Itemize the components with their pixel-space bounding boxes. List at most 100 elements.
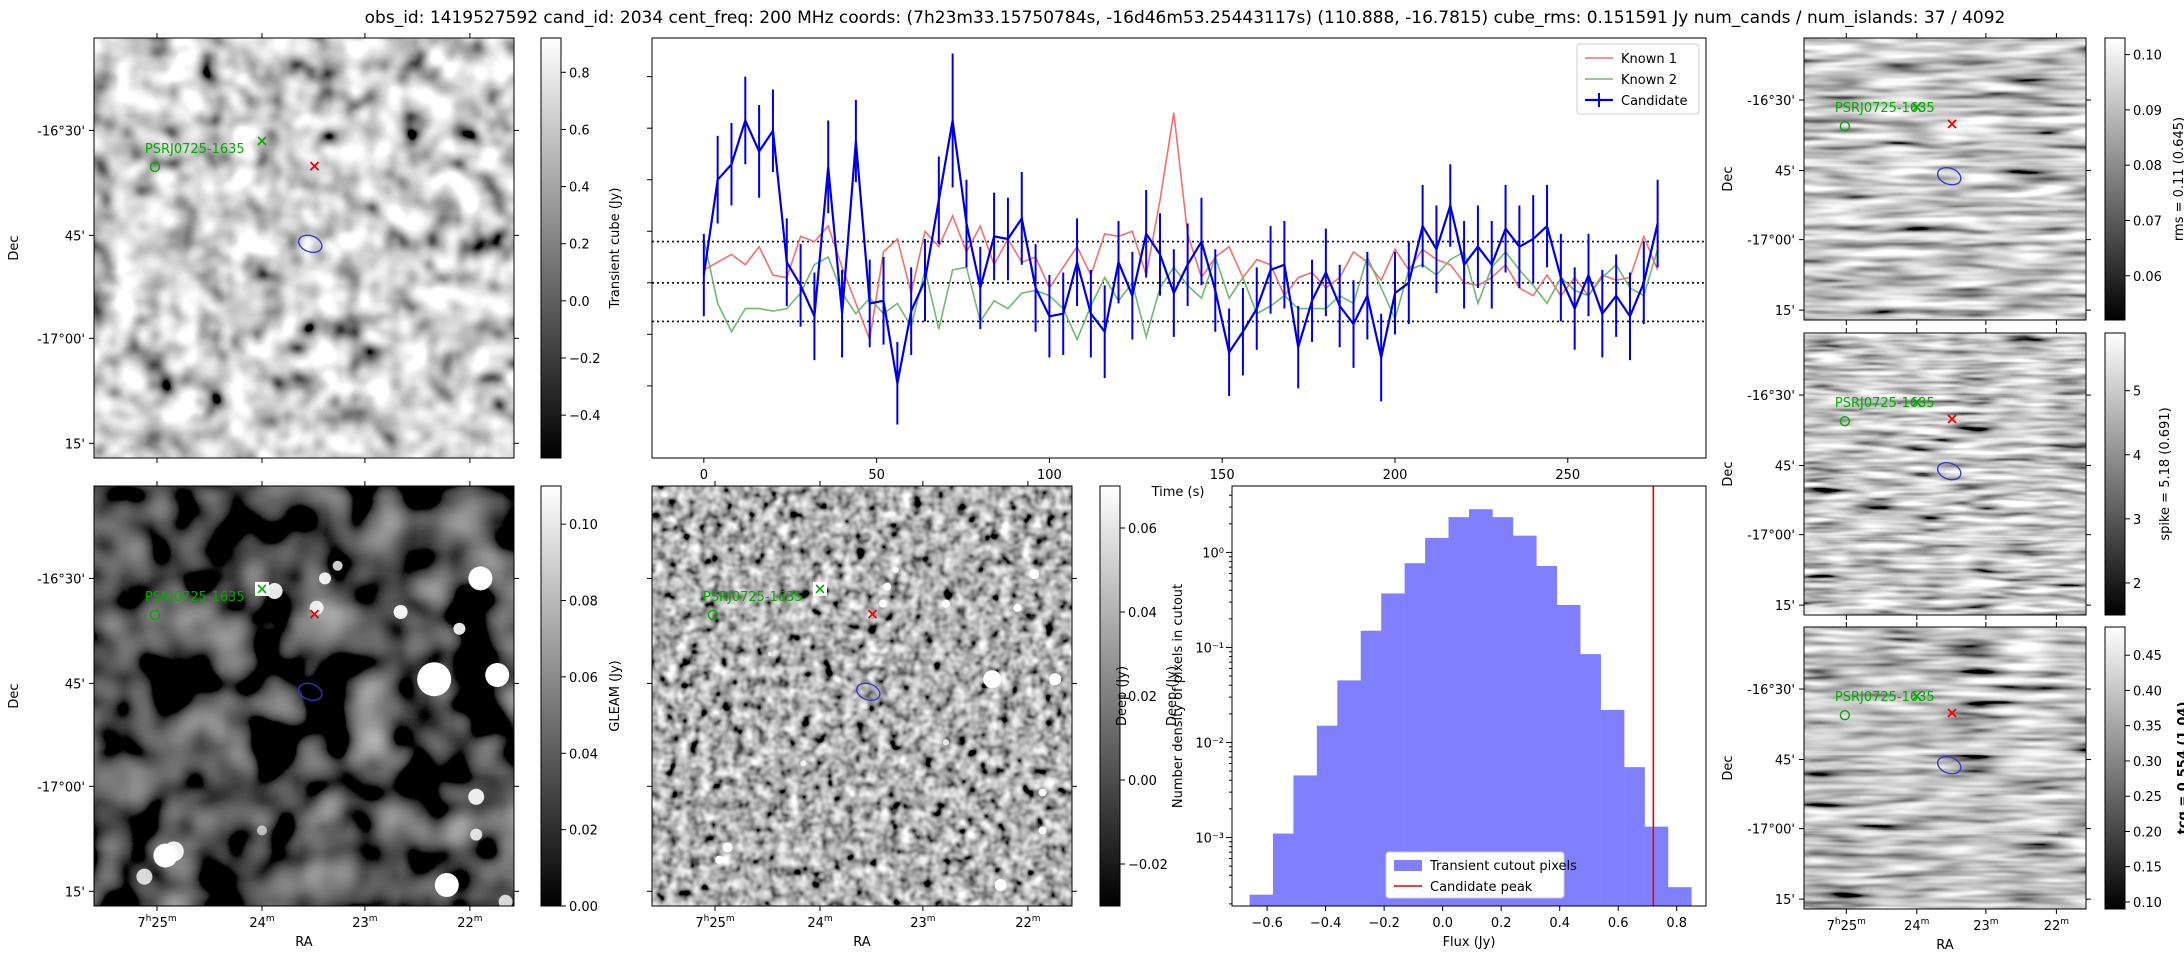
lc-frame <box>651 37 1707 459</box>
spike-cbar-tick-label: 3 <box>2133 513 2141 528</box>
rms-psr-x-marker <box>1912 102 1922 112</box>
tcg-dec-tick-label: 45' <box>1775 754 1795 769</box>
deep-cbar-tick-label: 0.06 <box>1128 522 1157 537</box>
deep-psr-x-marker <box>815 584 825 594</box>
tcg-cutout-panel: PSRJ0725-1635 -16°30' 45' -17°00' 15' 7h25m 24… <box>1721 622 2184 953</box>
hist-y-tick-label: 10⁻² <box>1195 736 1224 751</box>
hist-x-tick-label: −0.4 <box>1310 916 1342 931</box>
gleam-candidate-ellipse <box>298 682 323 702</box>
lc-legend-label: Known 2 <box>1621 73 1677 88</box>
transient-cbar-tick-label: −0.2 <box>569 352 601 367</box>
hist-bar <box>1404 563 1426 906</box>
tcg-cbar-tick-label: 0.20 <box>2133 825 2162 840</box>
tcg-cbar-tick-label: 0.15 <box>2133 861 2162 876</box>
lc-series-candidate <box>702 117 1659 384</box>
hist-bar <box>1580 654 1601 906</box>
hist-bar <box>1425 537 1449 906</box>
spike-candidate-ellipse <box>1936 461 1962 481</box>
gleam-image <box>94 486 514 906</box>
gleam-ra-tick-label: 24m <box>249 914 274 931</box>
hist-x-tick-label: 0.6 <box>1608 916 1629 931</box>
hist-x-tick-label: −0.6 <box>1251 916 1283 931</box>
transient-cbar-tick-label: 0.2 <box>569 238 590 253</box>
deep-source-blob <box>722 842 733 853</box>
tcg-cbar-tick-label: 0.35 <box>2133 720 2162 735</box>
flux-histogram-chart: −0.6 −0.4 −0.2 0.0 0.2 0.4 0.6 0.8 10⁰ 10⁻¹ 10⁻² 10… <box>1115 485 1707 950</box>
deep-xlabel: RA <box>853 935 871 950</box>
spike-candidate-x-marker <box>1947 414 1957 424</box>
spike-colorbar <box>2104 332 2126 616</box>
lc-x-tick-label: 0 <box>700 468 708 483</box>
transient-cbar-tick-label: −0.4 <box>569 409 601 424</box>
gleam-dec-tick-label: 45' <box>65 677 85 692</box>
rms-psr-label: PSRJ0725-1635 <box>1835 101 1935 116</box>
deep-source-blob <box>994 879 1007 891</box>
deep-frame <box>651 485 1073 907</box>
hist-legend-label: Candidate peak <box>1430 880 1533 895</box>
gleam-cbar-tick-label: 0.08 <box>569 595 598 610</box>
gleam-source-blob <box>453 622 466 635</box>
hist-bar <box>1512 535 1537 906</box>
hist-bar <box>1536 565 1558 906</box>
hist-legend-label: Transient cutout pixels <box>1429 859 1577 874</box>
deep-cbar-tick-label: 0.02 <box>1128 690 1157 705</box>
rms-stripe <box>1804 162 2086 167</box>
deep-cbar-label: Deep (Jy) <box>1165 666 1180 726</box>
spike-cbar-tick-label: 5 <box>2133 385 2141 400</box>
transient-dec-tick-label: 15' <box>65 437 85 452</box>
deep-source-blob <box>883 582 892 591</box>
deep-source-blob <box>943 739 949 746</box>
hist-bar <box>1337 680 1362 906</box>
rms-cbar-label: rms = 0.11 (0.645) <box>2172 117 2184 241</box>
tcg-image <box>1804 627 2086 909</box>
gleam-source-blob <box>332 560 343 571</box>
hist-frame <box>1231 485 1707 907</box>
deep-ra-tick-label: 7h25m <box>695 914 734 931</box>
deep-cbar-tick-label: 0.04 <box>1128 606 1157 621</box>
hist-bar <box>1469 509 1493 906</box>
gleam-source-blob <box>498 894 513 906</box>
rms-noise <box>1804 38 2086 320</box>
hist-legend <box>1385 851 1565 899</box>
hist-y-tick-label: 10⁰ <box>1202 546 1224 561</box>
lc-series-known-1 <box>703 112 1659 343</box>
rms-stripe <box>1860 207 2058 212</box>
rms-psr-circle <box>1839 120 1851 132</box>
deep-source-blob <box>800 760 807 767</box>
lc-x-tick-label: 200 <box>1383 468 1408 483</box>
gleam-ylabel: Dec <box>7 683 22 708</box>
lightcurve-chart: 0 50 100 150 200 250 Time (s) Known 1 Known 2 Can… <box>647 37 1707 500</box>
tcg-cbar-tick-label: 0.25 <box>2133 790 2162 805</box>
spike-cbar-tick-label: 4 <box>2133 449 2141 464</box>
spike-dec-tick-label: 15' <box>1775 599 1795 614</box>
tcg-ylabel: Dec <box>1721 755 1736 780</box>
gleam-dec-tick-label: 15' <box>65 885 85 900</box>
gleam-source-blob <box>136 868 153 885</box>
transient-cutout-panel: PSRJ0725-1635 -16°30' 45' -17°00' 15' Dec 0.8 0… <box>7 33 623 463</box>
lc-legend-label: Known 1 <box>1621 52 1677 67</box>
transient-noise <box>94 38 514 458</box>
deep-source-blob <box>1038 788 1047 797</box>
tcg-cbar-label: tcg = 0.554 (1.04) <box>2176 702 2184 835</box>
tcg-noise <box>1804 627 2086 909</box>
hist-bar <box>1624 767 1645 906</box>
spike-noise <box>1804 333 2086 615</box>
hist-bar <box>1272 833 1294 906</box>
tcg-dec-tick-label: 15' <box>1775 893 1795 908</box>
hist-x-tick-label: 0.0 <box>1432 916 1453 931</box>
hist-bar <box>1448 517 1470 906</box>
gleam-dec-tick-label: -17°00' <box>37 780 85 795</box>
gleam-dec-tick-label: -16°30' <box>37 572 85 587</box>
transient-cbar-label: Transient cube (Jy) <box>608 188 623 310</box>
gleam-ra-tick-label: 22m <box>457 914 482 931</box>
transient-ylabel: Dec <box>7 235 22 260</box>
hist-bar <box>1644 826 1669 906</box>
lc-x-tick-label: 150 <box>1210 468 1235 483</box>
hist-x-tick-label: 0.8 <box>1666 916 1687 931</box>
gleam-cbar-tick-label: 0.00 <box>569 900 598 915</box>
tcg-ra-tick-label: 22m <box>2044 917 2069 934</box>
hist-bar <box>1667 887 1692 906</box>
deep-source-blob <box>942 599 950 608</box>
deep-source-blob <box>1029 569 1040 580</box>
